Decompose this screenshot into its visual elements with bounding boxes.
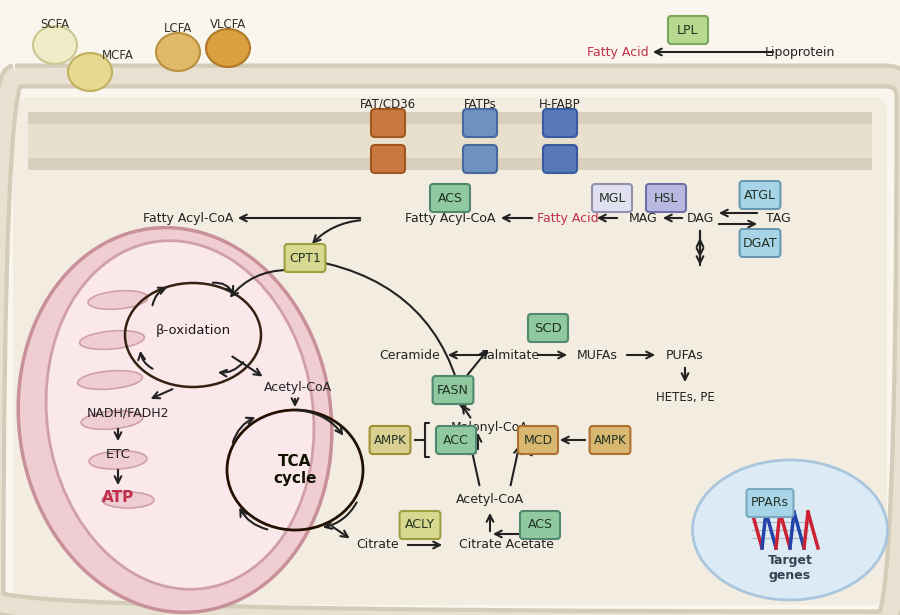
Text: FAT/CD36: FAT/CD36 [360, 98, 416, 111]
Text: PUFAs: PUFAs [666, 349, 704, 362]
Text: MCD: MCD [524, 434, 553, 446]
Text: TCA: TCA [278, 454, 311, 469]
FancyBboxPatch shape [592, 184, 632, 212]
FancyBboxPatch shape [740, 229, 780, 257]
FancyBboxPatch shape [543, 109, 577, 137]
FancyBboxPatch shape [746, 489, 794, 517]
Text: FATPs: FATPs [464, 98, 497, 111]
FancyBboxPatch shape [740, 181, 780, 209]
Text: DAG: DAG [687, 212, 714, 224]
Text: Fatty Acid: Fatty Acid [587, 46, 649, 58]
Text: Acetyl-CoA: Acetyl-CoA [264, 381, 332, 394]
Text: ATGL: ATGL [744, 189, 776, 202]
FancyBboxPatch shape [400, 511, 440, 539]
Text: ACS: ACS [527, 518, 553, 531]
Ellipse shape [156, 33, 200, 71]
Ellipse shape [692, 460, 887, 600]
Ellipse shape [81, 411, 143, 429]
FancyBboxPatch shape [518, 426, 558, 454]
Ellipse shape [89, 451, 147, 469]
FancyBboxPatch shape [370, 426, 410, 454]
Text: SCD: SCD [534, 322, 562, 335]
FancyBboxPatch shape [371, 145, 405, 173]
Text: Palmitate: Palmitate [481, 349, 540, 362]
FancyBboxPatch shape [646, 184, 686, 212]
FancyBboxPatch shape [528, 314, 568, 342]
FancyBboxPatch shape [284, 244, 326, 272]
Text: β-oxidation: β-oxidation [156, 323, 230, 336]
Text: SCFA: SCFA [40, 17, 69, 31]
Text: MCFA: MCFA [102, 49, 134, 62]
Text: ACC: ACC [443, 434, 469, 446]
FancyBboxPatch shape [436, 426, 476, 454]
FancyBboxPatch shape [668, 16, 708, 44]
Text: HETEs, PE: HETEs, PE [655, 392, 715, 405]
FancyBboxPatch shape [543, 145, 577, 173]
FancyBboxPatch shape [520, 511, 560, 539]
Text: ACLY: ACLY [405, 518, 435, 531]
FancyBboxPatch shape [430, 184, 470, 212]
Text: NADH/FADH2: NADH/FADH2 [86, 407, 169, 419]
Text: MGL: MGL [598, 191, 625, 205]
FancyBboxPatch shape [28, 124, 872, 158]
Text: HSL: HSL [653, 191, 679, 205]
Ellipse shape [88, 291, 148, 309]
FancyBboxPatch shape [463, 109, 497, 137]
Text: VLCFA: VLCFA [210, 17, 246, 31]
Text: Target
genes: Target genes [768, 554, 813, 582]
Text: AMPK: AMPK [594, 434, 626, 446]
Ellipse shape [102, 492, 154, 508]
Ellipse shape [68, 53, 112, 91]
Text: ACS: ACS [437, 191, 463, 205]
Text: LPL: LPL [677, 23, 698, 36]
Text: DGAT: DGAT [742, 237, 778, 250]
Text: Acetyl-CoA: Acetyl-CoA [456, 493, 524, 507]
FancyBboxPatch shape [13, 97, 887, 605]
Text: Fatty Acyl-CoA: Fatty Acyl-CoA [405, 212, 495, 224]
FancyBboxPatch shape [590, 426, 630, 454]
FancyBboxPatch shape [463, 145, 497, 173]
Text: Fatty Acyl-CoA: Fatty Acyl-CoA [143, 212, 233, 224]
Text: Citrate: Citrate [356, 539, 400, 552]
Text: Malonyl-CoA: Malonyl-CoA [451, 421, 529, 435]
Ellipse shape [206, 29, 250, 67]
Text: Ceramide: Ceramide [380, 349, 440, 362]
Ellipse shape [79, 331, 144, 349]
Ellipse shape [46, 240, 314, 589]
Ellipse shape [77, 371, 142, 389]
Ellipse shape [33, 26, 77, 64]
Text: Citrate Acetate: Citrate Acetate [459, 539, 554, 552]
Text: Fatty Acid: Fatty Acid [537, 212, 598, 224]
Text: cycle: cycle [274, 470, 317, 485]
FancyBboxPatch shape [371, 109, 405, 137]
Text: PPARs: PPARs [751, 496, 789, 509]
Text: MAG: MAG [628, 212, 657, 224]
Text: CPT1: CPT1 [289, 252, 321, 264]
Text: FASN: FASN [437, 384, 469, 397]
Text: H-FABP: H-FABP [539, 98, 580, 111]
Text: AMPK: AMPK [374, 434, 407, 446]
Text: MUFAs: MUFAs [577, 349, 617, 362]
Text: ETC: ETC [105, 448, 130, 461]
FancyBboxPatch shape [433, 376, 473, 404]
Text: LCFA: LCFA [164, 22, 192, 34]
Text: Lipoprotein: Lipoprotein [765, 46, 835, 58]
Text: ATP: ATP [102, 491, 134, 506]
Text: TAG: TAG [766, 212, 790, 224]
Ellipse shape [18, 228, 332, 613]
FancyBboxPatch shape [28, 112, 872, 170]
